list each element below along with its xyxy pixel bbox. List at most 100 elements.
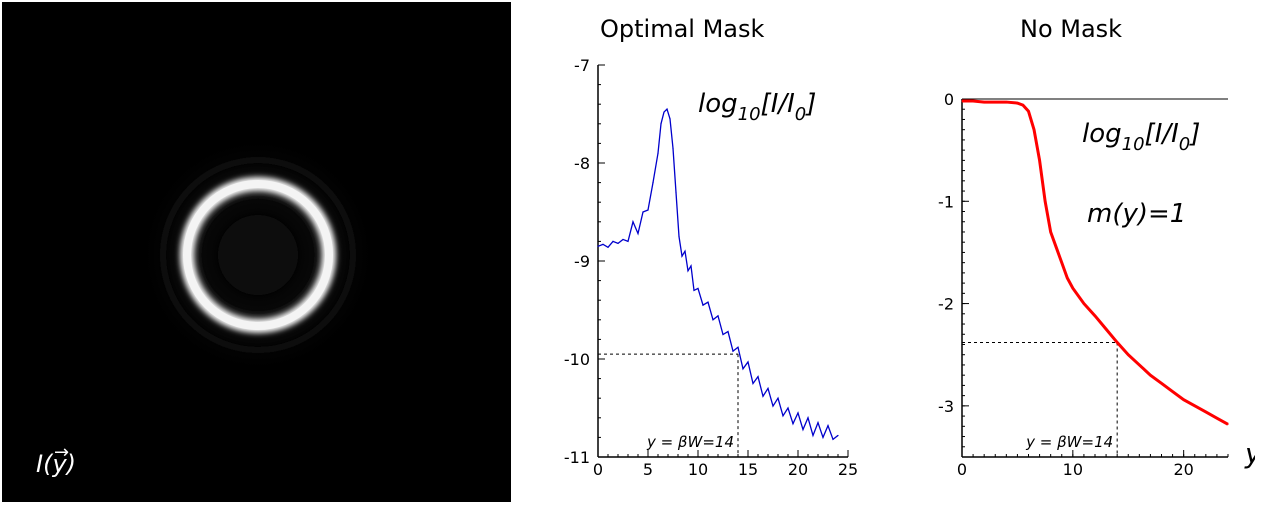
data-point	[1066, 277, 1068, 279]
data-point	[717, 315, 719, 317]
y-tick-label: -2	[938, 295, 954, 314]
data-point	[597, 245, 599, 247]
data-point	[622, 238, 624, 241]
x-tick-label: 0	[957, 460, 967, 479]
data-point	[1127, 354, 1129, 356]
data-point	[669, 118, 671, 120]
data-point	[602, 243, 604, 245]
annotation-label: log10[I/I0]	[1082, 119, 1200, 155]
data-point	[1138, 364, 1140, 366]
data-point	[612, 240, 614, 242]
data-point	[1105, 328, 1107, 330]
data-point	[1033, 129, 1035, 131]
data-point	[832, 438, 834, 440]
chart-no-mask: 0 10 20 0 -1 -2 -3 y = βW=14 log10[I/I0] m(y)=1 y	[938, 90, 1255, 479]
y-tick-label: -10	[564, 350, 590, 369]
data-point	[817, 422, 819, 424]
marker-label: y = βW=14	[646, 433, 734, 451]
data-point	[707, 301, 709, 303]
data-point	[1149, 374, 1152, 376]
data-point	[742, 368, 744, 370]
data-point	[802, 428, 804, 431]
data-point	[1038, 159, 1041, 161]
data-point	[675, 191, 677, 193]
data-point	[767, 387, 769, 389]
data-point	[777, 397, 779, 399]
data-point	[1194, 405, 1196, 407]
data-point	[1227, 423, 1229, 425]
data-point	[812, 434, 814, 437]
vector-arrow-icon: →	[54, 442, 70, 463]
data-point	[1116, 341, 1118, 344]
data-point	[792, 423, 794, 425]
data-point	[722, 333, 724, 336]
data-point	[663, 111, 665, 113]
data-point	[1016, 102, 1019, 104]
x-tick-label: 10	[1063, 460, 1083, 479]
data-point	[727, 330, 729, 333]
data-point	[1061, 262, 1063, 264]
data-point	[617, 242, 619, 244]
y-tick-label: -3	[938, 397, 954, 416]
data-point	[712, 319, 714, 321]
x-tick-label: 5	[643, 460, 653, 479]
data-point	[632, 221, 634, 223]
data-point	[762, 395, 764, 397]
x-axis-label: y	[1244, 437, 1255, 470]
series-line	[597, 107, 839, 441]
data-point	[684, 250, 686, 252]
data-point	[647, 209, 649, 211]
intensity-image: I(y) →	[2, 2, 511, 502]
y-tick-label: -7	[574, 56, 590, 75]
x-tick-label: 25	[838, 460, 858, 479]
x-tick-label: 15	[738, 460, 758, 479]
annotation-label: log10[I/I0]	[698, 89, 816, 125]
data-point	[787, 407, 789, 409]
data-point	[1094, 315, 1096, 317]
data-point	[687, 270, 689, 272]
data-point	[697, 287, 699, 290]
data-point	[652, 182, 654, 184]
data-point	[983, 101, 985, 103]
data-point	[797, 412, 799, 414]
data-point	[961, 100, 963, 102]
data-point	[672, 147, 674, 149]
series-line	[962, 99, 1229, 426]
chart-optimal-mask: 0 5 10 15 20 25 -7 -8 -9 -10 -11 y = βW=14 log10[I/I…	[564, 56, 858, 479]
data-point	[994, 101, 996, 103]
data-point	[1055, 246, 1057, 248]
x-tick-label: 20	[1173, 460, 1193, 479]
annotation-mask-label: m(y)=1	[1087, 199, 1186, 229]
data-point	[660, 123, 662, 125]
data-point	[637, 232, 639, 235]
data-point	[627, 240, 629, 242]
data-point	[757, 376, 759, 378]
data-point	[1205, 411, 1207, 413]
data-point	[1022, 104, 1024, 106]
x-tick-label: 10	[688, 460, 708, 479]
data-point	[1044, 200, 1046, 202]
data-point	[693, 289, 695, 291]
intensity-label-main: I(	[36, 450, 53, 478]
data-point	[1027, 110, 1030, 112]
data-point	[972, 100, 974, 102]
data-point	[772, 405, 774, 407]
data-point	[747, 361, 749, 363]
intensity-label: I(y)	[36, 450, 76, 478]
y-tick-label: -1	[938, 192, 954, 211]
marker-label: y = βW=14	[1025, 433, 1113, 451]
y-tick-label: -8	[574, 154, 590, 173]
data-point	[1183, 399, 1185, 401]
data-point	[690, 265, 692, 267]
intensity-label-var: y	[52, 450, 67, 478]
data-point	[607, 246, 609, 248]
data-point	[752, 382, 754, 385]
data-point	[681, 255, 683, 257]
data-point	[657, 152, 659, 154]
y-tick-label: -11	[564, 448, 590, 467]
data-point	[807, 417, 809, 419]
intensity-label-close: )	[66, 450, 77, 478]
data-point	[1072, 287, 1074, 289]
data-point	[732, 350, 734, 352]
chart-title-optimal: Optimal Mask	[600, 15, 765, 43]
